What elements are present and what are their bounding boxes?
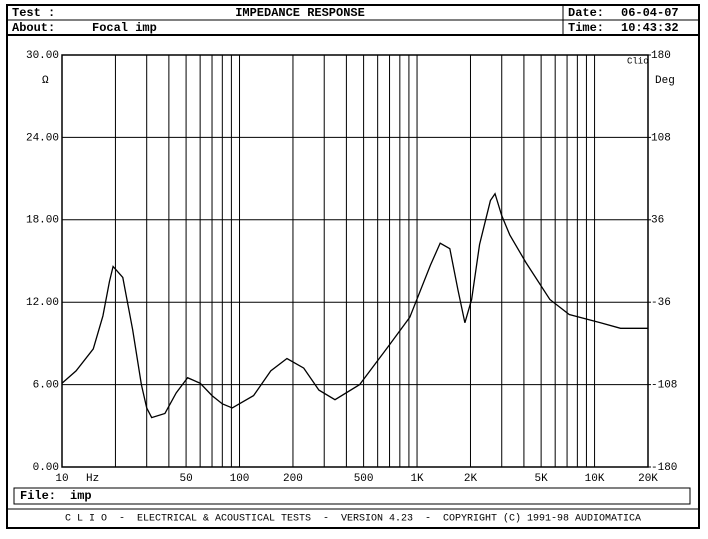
x-tick-label: 5K <box>535 473 549 485</box>
y-tick-label: 0.00 <box>33 462 59 474</box>
file-label: File: <box>20 489 56 503</box>
about-label: About: <box>12 21 55 35</box>
chart-title: IMPEDANCE RESPONSE <box>235 6 365 20</box>
x-tick-label: 50 <box>179 473 192 485</box>
time: 10:43:32 <box>621 21 679 35</box>
x-tick-label: 10 <box>55 473 68 485</box>
y-tick-label: 6.00 <box>33 380 59 392</box>
y2-tick-label: -108 <box>651 380 677 392</box>
file-box <box>13 487 691 505</box>
window-frame <box>6 4 700 529</box>
y2-tick-label: 36 <box>651 215 664 227</box>
time-label: Time: <box>568 21 604 35</box>
x-axis-label: Hz <box>86 473 99 485</box>
y2-tick-label: -36 <box>651 297 671 309</box>
brand: Clio <box>627 56 649 66</box>
plot-frame <box>61 54 649 468</box>
x-tick-label: 2K <box>464 473 478 485</box>
test-label: Test : <box>12 6 55 20</box>
about: Focal imp <box>92 21 157 35</box>
x-tick-label: 10K <box>585 473 605 485</box>
y-tick-label: 30.00 <box>26 50 59 62</box>
y2-axis-label: Deg <box>655 75 675 87</box>
y-tick-label: 24.00 <box>26 132 59 144</box>
y-axis-label: Ω <box>42 75 49 87</box>
x-tick-label: 20K <box>638 473 658 485</box>
x-tick-label: 200 <box>283 473 303 485</box>
x-tick-label: 1K <box>410 473 424 485</box>
x-tick-label: 100 <box>230 473 250 485</box>
y2-tick-label: 180 <box>651 50 671 62</box>
y2-tick-label: 108 <box>651 132 671 144</box>
y-tick-label: 12.00 <box>26 297 59 309</box>
y-tick-label: 18.00 <box>26 215 59 227</box>
file: imp <box>70 489 92 503</box>
x-tick-label: 500 <box>354 473 374 485</box>
y2-tick-label: -180 <box>651 462 677 474</box>
impedance-curve <box>61 192 648 419</box>
footer: C L I O - ELECTRICAL & ACOUSTICAL TESTS … <box>65 513 641 525</box>
date: 06-04-07 <box>621 6 679 20</box>
date-label: Date: <box>568 6 604 20</box>
